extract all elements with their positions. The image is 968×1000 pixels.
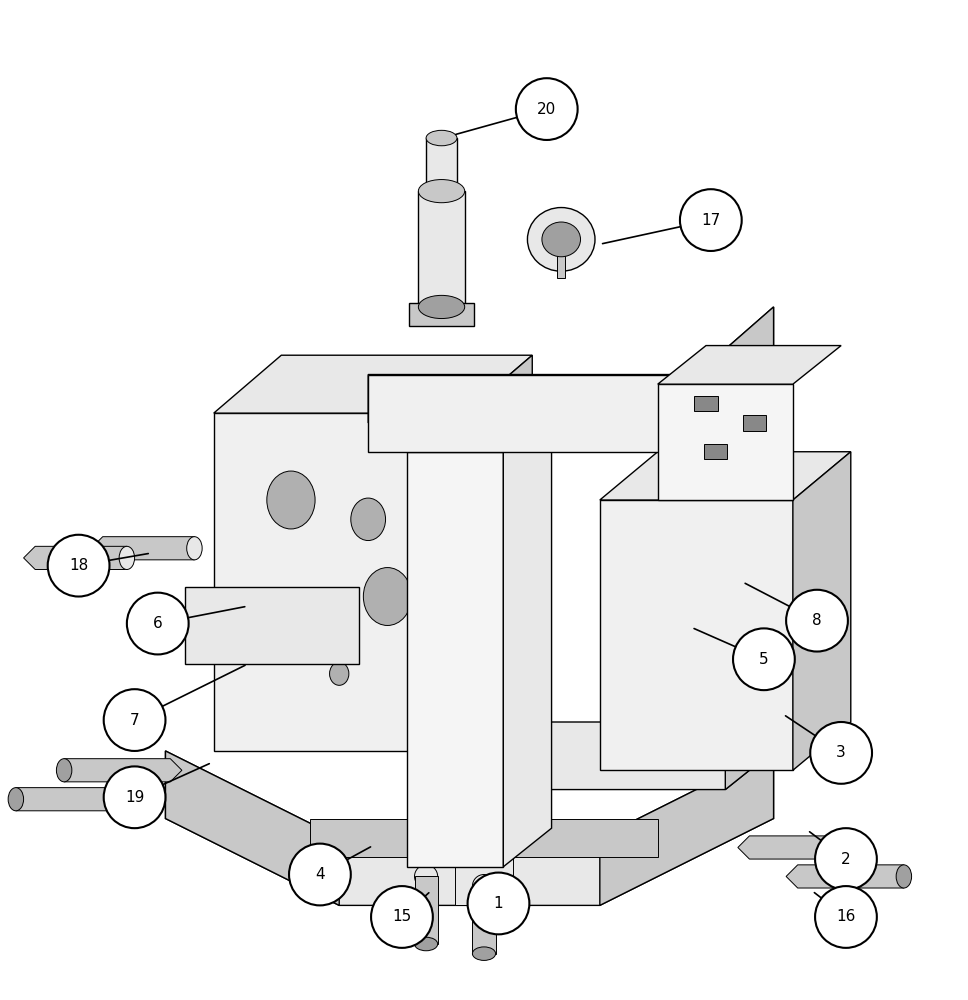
Ellipse shape <box>8 788 23 811</box>
Polygon shape <box>455 790 513 905</box>
Polygon shape <box>64 759 182 782</box>
Circle shape <box>680 189 741 251</box>
Ellipse shape <box>896 865 912 888</box>
Text: 4: 4 <box>316 867 324 882</box>
Bar <box>704 444 727 459</box>
Ellipse shape <box>418 295 465 319</box>
Text: 20: 20 <box>537 102 557 117</box>
Bar <box>694 396 717 411</box>
Ellipse shape <box>414 937 438 951</box>
Ellipse shape <box>472 875 496 898</box>
Ellipse shape <box>56 759 72 782</box>
Polygon shape <box>696 307 773 423</box>
Polygon shape <box>793 452 851 770</box>
Ellipse shape <box>187 537 202 560</box>
Text: 2: 2 <box>841 852 851 867</box>
Text: 18: 18 <box>69 558 88 573</box>
Polygon shape <box>407 452 503 867</box>
Text: 1: 1 <box>494 896 503 911</box>
Circle shape <box>371 886 433 948</box>
Bar <box>472 886 496 954</box>
Circle shape <box>127 593 189 654</box>
Polygon shape <box>368 307 773 423</box>
Polygon shape <box>166 751 339 905</box>
Text: 6: 6 <box>153 616 163 631</box>
Bar <box>414 876 438 944</box>
Polygon shape <box>214 413 465 751</box>
Polygon shape <box>311 819 657 857</box>
Circle shape <box>815 828 877 890</box>
Bar <box>742 415 766 431</box>
Polygon shape <box>600 500 793 770</box>
Polygon shape <box>503 413 552 867</box>
Ellipse shape <box>329 662 348 685</box>
Text: 5: 5 <box>759 652 769 667</box>
Polygon shape <box>657 346 841 384</box>
Circle shape <box>104 689 166 751</box>
Ellipse shape <box>350 498 385 541</box>
Bar <box>558 239 565 278</box>
Polygon shape <box>23 546 127 569</box>
Polygon shape <box>600 751 773 905</box>
Ellipse shape <box>542 222 581 257</box>
Circle shape <box>289 844 350 905</box>
Ellipse shape <box>309 601 331 630</box>
Ellipse shape <box>119 546 135 569</box>
Polygon shape <box>600 452 851 500</box>
Text: 8: 8 <box>812 613 822 628</box>
Bar <box>408 303 474 326</box>
Polygon shape <box>368 375 696 452</box>
Polygon shape <box>657 384 793 500</box>
Circle shape <box>815 886 877 948</box>
Ellipse shape <box>418 180 465 203</box>
Circle shape <box>47 535 109 597</box>
Text: 15: 15 <box>392 909 411 924</box>
Circle shape <box>810 722 872 784</box>
Circle shape <box>516 78 578 140</box>
Bar <box>426 138 457 191</box>
Circle shape <box>468 873 529 934</box>
Polygon shape <box>15 788 134 811</box>
Text: 16: 16 <box>836 909 856 924</box>
Polygon shape <box>738 836 856 859</box>
Ellipse shape <box>472 947 496 960</box>
Circle shape <box>733 628 795 690</box>
Circle shape <box>104 766 166 828</box>
Polygon shape <box>407 413 552 452</box>
Text: 3: 3 <box>836 745 846 760</box>
Text: 7: 7 <box>130 713 139 728</box>
Circle shape <box>786 590 848 652</box>
Polygon shape <box>484 645 822 790</box>
Polygon shape <box>214 355 532 413</box>
Bar <box>418 191 465 307</box>
Ellipse shape <box>426 130 457 146</box>
Ellipse shape <box>414 865 438 888</box>
Polygon shape <box>166 751 773 905</box>
Polygon shape <box>185 587 358 664</box>
Ellipse shape <box>528 208 595 271</box>
Ellipse shape <box>267 471 316 529</box>
Polygon shape <box>465 355 532 751</box>
Ellipse shape <box>363 568 411 625</box>
Ellipse shape <box>848 836 863 859</box>
Polygon shape <box>725 645 822 790</box>
Text: 19: 19 <box>125 790 144 805</box>
Polygon shape <box>786 865 904 888</box>
Text: 17: 17 <box>701 213 720 228</box>
Polygon shape <box>91 537 195 560</box>
